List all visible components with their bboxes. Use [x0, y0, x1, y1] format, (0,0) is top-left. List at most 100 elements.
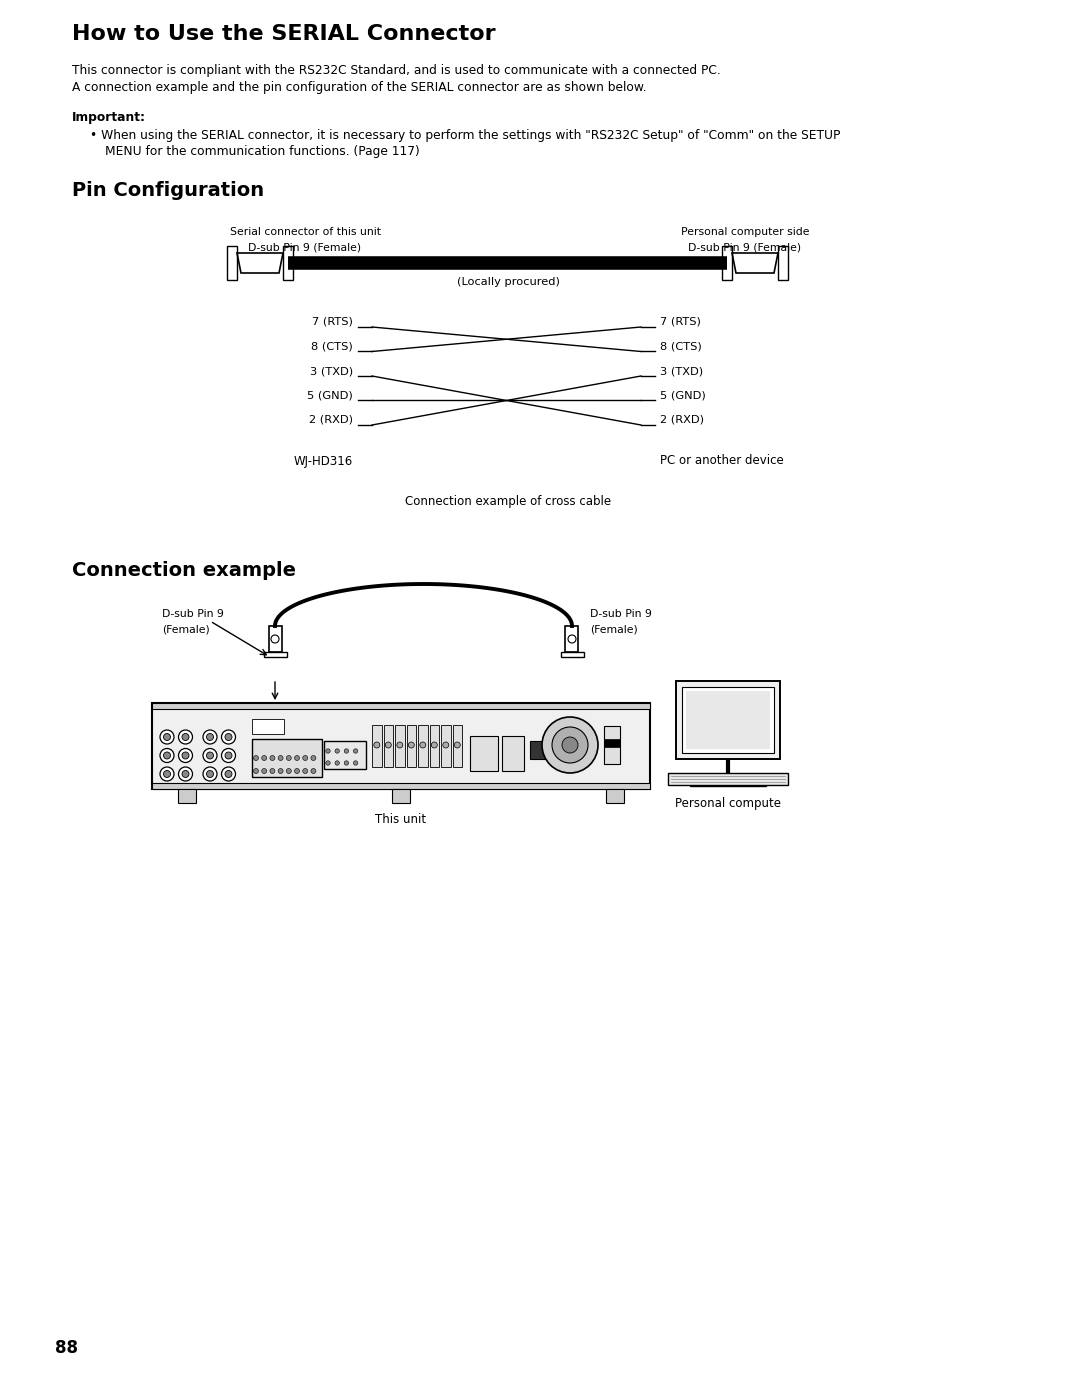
- Text: 7 (RTS): 7 (RTS): [312, 318, 353, 327]
- Bar: [288, 259, 727, 267]
- Bar: [406, 725, 416, 767]
- Circle shape: [326, 748, 330, 753]
- Text: How to Use the SERIAL Connector: How to Use the SERIAL Connector: [72, 24, 496, 43]
- Circle shape: [302, 755, 308, 761]
- Circle shape: [270, 755, 275, 761]
- Text: This unit: This unit: [376, 813, 427, 825]
- Circle shape: [345, 748, 349, 753]
- Bar: [392, 789, 410, 803]
- Bar: [152, 704, 650, 709]
- Text: 2 (RXD): 2 (RXD): [660, 416, 704, 425]
- Text: 3 (TXD): 3 (TXD): [660, 367, 703, 376]
- Circle shape: [160, 767, 174, 781]
- Circle shape: [311, 755, 316, 761]
- Bar: [453, 725, 462, 767]
- Text: 8 (CTS): 8 (CTS): [311, 341, 353, 351]
- Bar: [227, 246, 237, 280]
- Circle shape: [160, 730, 174, 744]
- Circle shape: [443, 741, 449, 748]
- Circle shape: [552, 727, 588, 762]
- Text: D-sub Pin 9: D-sub Pin 9: [590, 609, 652, 618]
- Circle shape: [206, 771, 214, 778]
- Text: D-sub Pin 9 (Female): D-sub Pin 9 (Female): [688, 242, 801, 252]
- Circle shape: [225, 771, 232, 778]
- Circle shape: [420, 741, 426, 748]
- Circle shape: [183, 753, 189, 760]
- Circle shape: [335, 761, 339, 765]
- Circle shape: [221, 748, 235, 762]
- Circle shape: [206, 753, 214, 760]
- Circle shape: [311, 768, 316, 774]
- Bar: [676, 681, 780, 760]
- Circle shape: [386, 741, 391, 748]
- Text: (Locally procured): (Locally procured): [457, 277, 559, 287]
- Text: • When using the SERIAL connector, it is necessary to perform the settings with : • When using the SERIAL connector, it is…: [90, 129, 840, 143]
- Circle shape: [353, 761, 357, 765]
- Bar: [430, 725, 438, 767]
- Bar: [283, 246, 293, 280]
- Text: Serial connector of this unit: Serial connector of this unit: [229, 227, 380, 236]
- Text: 5 (GND): 5 (GND): [660, 390, 705, 400]
- Bar: [723, 246, 732, 280]
- Bar: [686, 691, 770, 748]
- Text: A connection example and the pin configuration of the SERIAL connector are as sh: A connection example and the pin configu…: [72, 81, 647, 94]
- Circle shape: [562, 737, 578, 753]
- Circle shape: [203, 730, 217, 744]
- Bar: [418, 725, 428, 767]
- Bar: [269, 625, 282, 652]
- Circle shape: [261, 755, 267, 761]
- Circle shape: [206, 733, 214, 740]
- Circle shape: [163, 771, 171, 778]
- Circle shape: [225, 733, 232, 740]
- Circle shape: [178, 730, 192, 744]
- Circle shape: [295, 755, 299, 761]
- Circle shape: [254, 755, 258, 761]
- Circle shape: [335, 748, 339, 753]
- Bar: [502, 736, 524, 771]
- Text: 7 (RTS): 7 (RTS): [660, 318, 701, 327]
- Circle shape: [254, 768, 258, 774]
- Text: Pin Configuration: Pin Configuration: [72, 180, 265, 200]
- Circle shape: [408, 741, 415, 748]
- Circle shape: [261, 768, 267, 774]
- Circle shape: [326, 761, 330, 765]
- Text: Important:: Important:: [72, 111, 146, 125]
- Text: MENU for the communication functions. (Page 117): MENU for the communication functions. (P…: [105, 145, 420, 158]
- Bar: [152, 704, 650, 789]
- Text: Connection example: Connection example: [72, 561, 296, 581]
- Text: Personal computer side: Personal computer side: [680, 227, 809, 236]
- Text: PC or another device: PC or another device: [660, 455, 784, 467]
- Bar: [470, 736, 498, 771]
- Bar: [530, 741, 546, 760]
- Bar: [252, 739, 322, 776]
- Circle shape: [345, 761, 349, 765]
- Bar: [383, 725, 393, 767]
- Circle shape: [183, 733, 189, 740]
- Text: 88: 88: [55, 1339, 78, 1357]
- Circle shape: [221, 767, 235, 781]
- Circle shape: [396, 741, 403, 748]
- Text: Connection example of cross cable: Connection example of cross cable: [405, 494, 611, 508]
- Circle shape: [160, 748, 174, 762]
- Text: Personal compute: Personal compute: [675, 797, 781, 810]
- Circle shape: [279, 755, 283, 761]
- Bar: [264, 652, 286, 658]
- Circle shape: [203, 748, 217, 762]
- Circle shape: [302, 768, 308, 774]
- Text: D-sub Pin 9: D-sub Pin 9: [162, 609, 224, 618]
- Text: 2 (RXD): 2 (RXD): [309, 416, 353, 425]
- Circle shape: [455, 741, 460, 748]
- Circle shape: [286, 768, 292, 774]
- Circle shape: [374, 741, 380, 748]
- Bar: [178, 789, 195, 803]
- Circle shape: [542, 718, 598, 774]
- Circle shape: [163, 733, 171, 740]
- Circle shape: [270, 768, 275, 774]
- Circle shape: [163, 753, 171, 760]
- Bar: [669, 774, 788, 785]
- Text: 5 (GND): 5 (GND): [307, 390, 353, 400]
- Circle shape: [221, 730, 235, 744]
- Bar: [604, 739, 620, 747]
- Bar: [690, 774, 766, 786]
- Bar: [561, 652, 583, 658]
